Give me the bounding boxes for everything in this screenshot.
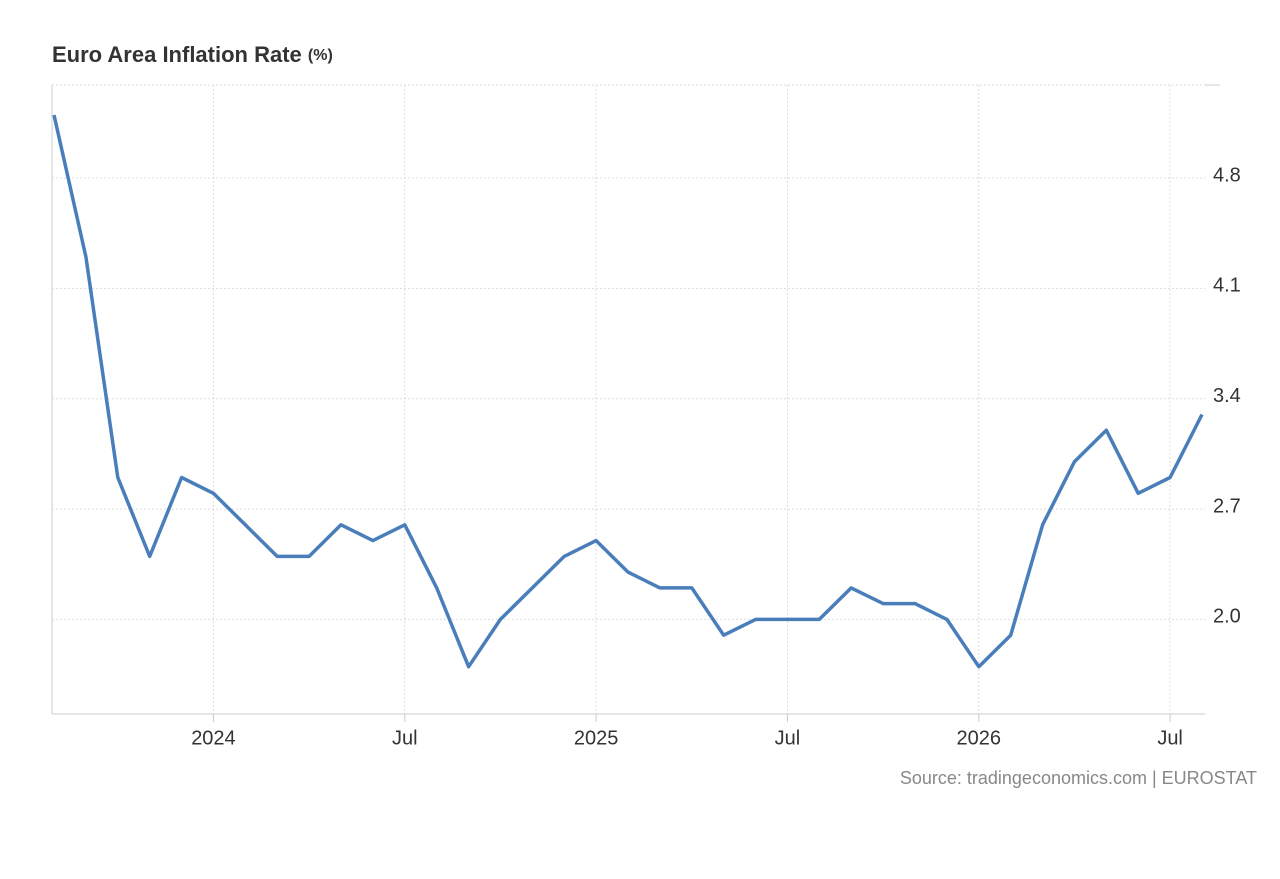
x-tick-label: 2026 [957,727,1002,749]
y-tick-label: 2.0 [1213,606,1241,628]
y-tick-label: 2.7 [1213,495,1241,517]
x-tick-label: Jul [775,727,801,749]
x-tick-label: Jul [392,727,418,749]
chart-title: Euro Area Inflation Rate (%) [52,42,333,67]
y-tick-label: 4.1 [1213,275,1241,297]
title-text: Euro Area Inflation Rate [52,42,302,67]
x-tick-label: 2024 [191,727,236,749]
y-tick-label: 3.4 [1213,385,1241,407]
y-tick-label: 4.8 [1213,164,1241,186]
x-tick-label: Jul [1157,727,1183,749]
data-line [52,114,1204,669]
source: Source: tradingeconomics.com | EUROSTAT [900,768,1257,788]
title-unit: (%) [308,47,333,64]
x-tick-label: 2025 [574,727,619,749]
